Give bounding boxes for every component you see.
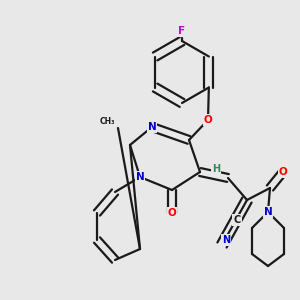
Text: N: N <box>136 172 144 182</box>
Text: H: H <box>212 164 220 174</box>
Text: F: F <box>178 26 186 36</box>
Text: CH₃: CH₃ <box>99 118 115 127</box>
Text: N: N <box>148 122 156 132</box>
Text: N: N <box>264 207 272 217</box>
Text: O: O <box>279 167 287 177</box>
Text: C: C <box>233 215 241 225</box>
Text: N: N <box>222 235 230 245</box>
Text: O: O <box>204 115 212 125</box>
Text: O: O <box>168 208 176 218</box>
